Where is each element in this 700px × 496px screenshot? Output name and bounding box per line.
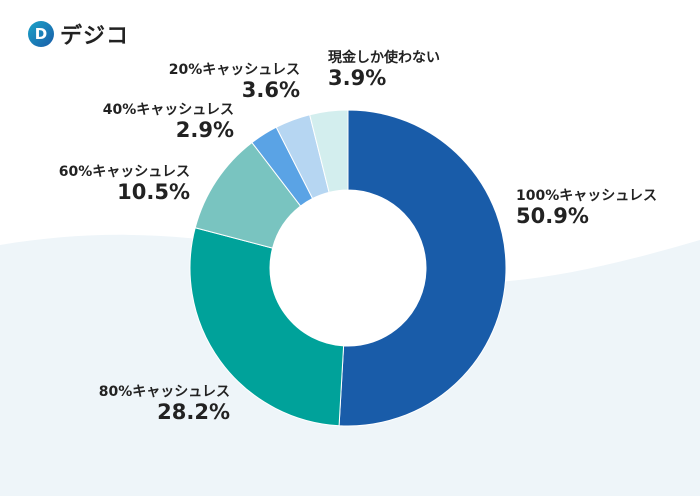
label-cash-only: 現金しか使わない 3.9% — [328, 50, 440, 90]
value-label: 3.6% — [241, 78, 300, 103]
logo: D デジコ — [28, 18, 129, 50]
label-40: 40%キャッシュレス 2.9% — [103, 102, 234, 142]
value-label: 3.9% — [328, 66, 387, 91]
category-label: 60%キャッシュレス — [58, 164, 190, 180]
value-label: 50.9% — [516, 204, 589, 229]
category-label: 100%キャッシュレス — [516, 188, 657, 204]
label-20: 20%キャッシュレス 3.6% — [169, 62, 300, 102]
value-label: 10.5% — [117, 180, 190, 205]
category-label: 現金しか使わない — [328, 50, 440, 66]
label-80: 80%キャッシュレス 28.2% — [99, 384, 230, 424]
value-label: 2.9% — [175, 118, 234, 143]
category-label: 20%キャッシュレス — [168, 62, 300, 78]
category-label: 40%キャッシュレス — [102, 102, 234, 118]
label-100: 100%キャッシュレス 50.9% — [516, 188, 657, 228]
category-label: 80%キャッシュレス — [98, 384, 230, 400]
label-60: 60%キャッシュレス 10.5% — [59, 164, 190, 204]
logo-text: デジコ — [60, 24, 130, 49]
donut-hole — [270, 190, 426, 346]
logo-mark-icon: D — [28, 21, 54, 47]
value-label: 28.2% — [157, 400, 230, 425]
